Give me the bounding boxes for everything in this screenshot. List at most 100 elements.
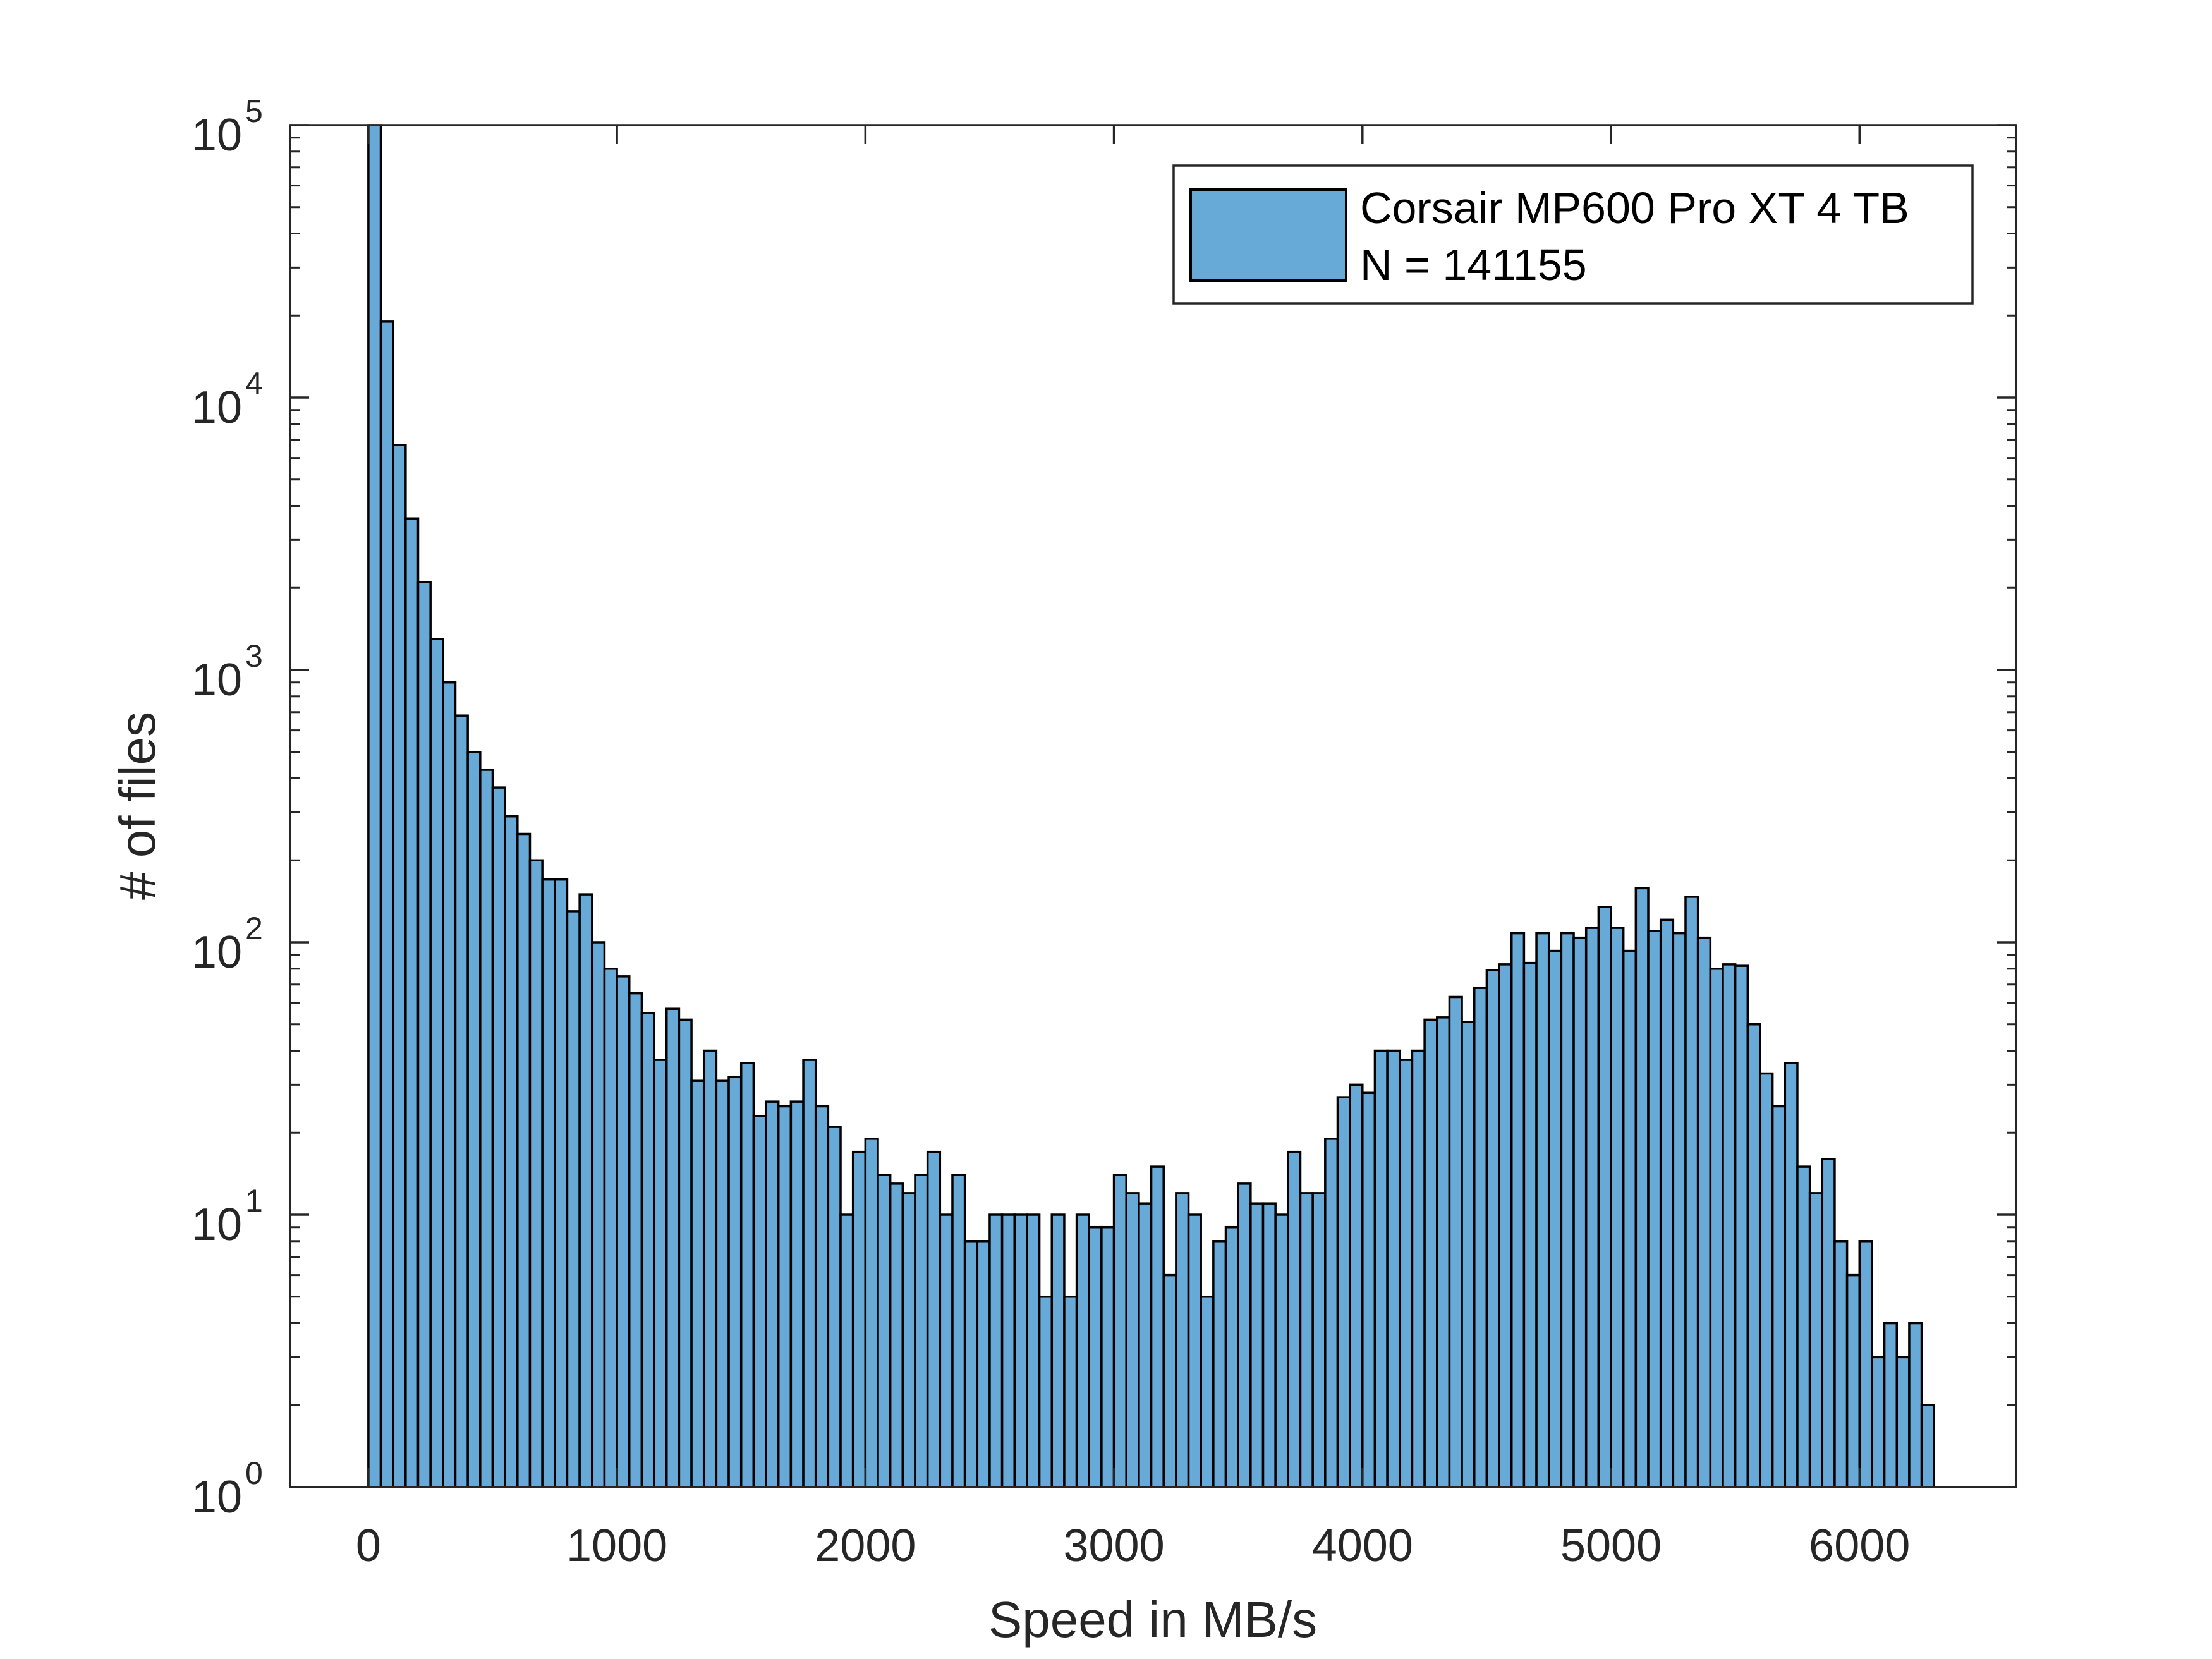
x-tick-label: 1000 xyxy=(566,1521,667,1571)
histogram-bar xyxy=(603,968,618,1488)
histogram-bar xyxy=(1261,1202,1277,1488)
histogram-bar xyxy=(1423,1018,1438,1488)
axes-frame xyxy=(289,124,2017,1488)
histogram-bar xyxy=(1125,1192,1140,1488)
histogram-bar xyxy=(914,1174,929,1488)
histogram-bar xyxy=(1411,1049,1426,1488)
histogram-bar xyxy=(1734,964,1749,1488)
histogram-bar xyxy=(1175,1192,1190,1488)
histogram-bar xyxy=(926,1150,942,1488)
histogram-bar xyxy=(1672,932,1687,1488)
histogram-bar xyxy=(963,1240,979,1488)
y-tick-label: 10 xyxy=(191,1200,242,1250)
histogram-bar xyxy=(1622,949,1638,1488)
histogram-bar xyxy=(1845,1273,1861,1488)
histogram-bar xyxy=(1212,1240,1227,1488)
histogram-bar xyxy=(1436,1016,1451,1488)
histogram-bar xyxy=(1249,1202,1265,1488)
histogram-bar xyxy=(416,581,432,1488)
histogram-bar xyxy=(1050,1213,1066,1488)
histogram-bar xyxy=(976,1240,991,1488)
histogram-bar xyxy=(702,1049,718,1488)
histogram-bar xyxy=(1535,932,1550,1488)
y-tick-exponent: 3 xyxy=(245,638,263,674)
x-tick-label: 6000 xyxy=(1809,1521,1910,1571)
histogram-bar xyxy=(1386,1049,1401,1488)
histogram-bar xyxy=(528,859,544,1488)
histogram-bar xyxy=(690,1079,705,1488)
legend-series-label: Corsair MP600 Pro XT 4 TB xyxy=(1360,183,1909,233)
histogram-bar xyxy=(814,1105,830,1488)
histogram-bar xyxy=(1088,1225,1103,1488)
histogram-bar xyxy=(765,1100,780,1488)
histogram-bar xyxy=(752,1115,767,1488)
histogram-bar xyxy=(802,1059,817,1488)
histogram-bar xyxy=(839,1213,854,1488)
histogram-bar xyxy=(1399,1059,1414,1488)
histogram-bar xyxy=(1610,927,1625,1488)
y-tick-label: 10 xyxy=(191,382,242,433)
histogram-bar xyxy=(939,1213,954,1488)
histogram-bar xyxy=(541,878,556,1488)
histogram-bar xyxy=(392,444,407,1488)
histogram-bar xyxy=(864,1138,879,1488)
histogram-bar xyxy=(665,1007,681,1488)
histogram-bar xyxy=(877,1174,892,1488)
histogram-bar xyxy=(429,638,444,1488)
histogram-bar xyxy=(1647,930,1662,1488)
histogram-bar xyxy=(727,1076,743,1488)
histogram-bar xyxy=(1547,949,1563,1488)
histogram-bar xyxy=(1522,961,1538,1488)
histogram-bar xyxy=(1000,1213,1016,1488)
histogram-bar xyxy=(1560,932,1575,1488)
histogram-bar xyxy=(1038,1295,1054,1488)
histogram-bar xyxy=(851,1150,867,1488)
histogram-bar xyxy=(1584,927,1600,1488)
histogram-bar xyxy=(554,878,569,1488)
histogram-bar xyxy=(466,750,482,1488)
y-tick-label: 10 xyxy=(191,1472,242,1522)
histogram-bar xyxy=(1336,1096,1351,1488)
histogram-bar xyxy=(578,893,593,1488)
y-tick-exponent: 5 xyxy=(245,94,263,129)
histogram-bar xyxy=(1722,963,1737,1488)
y-tick-label: 10 xyxy=(191,110,242,161)
x-tick-label: 0 xyxy=(356,1521,381,1571)
histogram-bar xyxy=(1684,896,1699,1488)
histogram-bar xyxy=(628,992,643,1488)
histogram-bar xyxy=(1498,963,1513,1488)
histogram-bar xyxy=(1510,932,1526,1488)
y-tick-exponent: 0 xyxy=(245,1455,263,1491)
histogram-bar xyxy=(901,1192,916,1488)
y-tick-label: 10 xyxy=(191,927,242,978)
x-tick-label: 5000 xyxy=(1560,1521,1662,1571)
histogram-bar xyxy=(367,124,382,1488)
histogram-bar xyxy=(1920,1404,1935,1488)
histogram-bar xyxy=(889,1182,904,1488)
histogram-bar xyxy=(988,1213,1004,1488)
histogram-bar xyxy=(1026,1213,1041,1488)
histogram-bar xyxy=(1784,1062,1799,1488)
histogram-bar xyxy=(479,769,494,1488)
histogram-bar xyxy=(504,815,519,1488)
histogram-bar xyxy=(1821,1158,1836,1488)
histogram-bar xyxy=(1187,1213,1202,1488)
histogram-bar xyxy=(516,832,532,1488)
histogram-bar xyxy=(1796,1165,1811,1488)
histogram-bar xyxy=(1759,1072,1774,1488)
histogram-bar xyxy=(678,1018,693,1488)
legend-count-label: N = 141155 xyxy=(1360,240,1587,289)
histogram-bar xyxy=(1871,1356,1886,1488)
histogram-bar xyxy=(1224,1225,1239,1488)
histogram-bar xyxy=(591,941,606,1488)
histogram-bar xyxy=(379,320,394,1488)
histogram-bar xyxy=(1833,1240,1849,1488)
y-tick-exponent: 4 xyxy=(245,366,263,401)
histogram-bar xyxy=(1274,1213,1289,1488)
histogram-bar xyxy=(1858,1240,1873,1488)
histogram-bar xyxy=(1237,1182,1252,1488)
histogram-bar xyxy=(1461,1021,1476,1488)
histogram-bar xyxy=(789,1100,805,1488)
